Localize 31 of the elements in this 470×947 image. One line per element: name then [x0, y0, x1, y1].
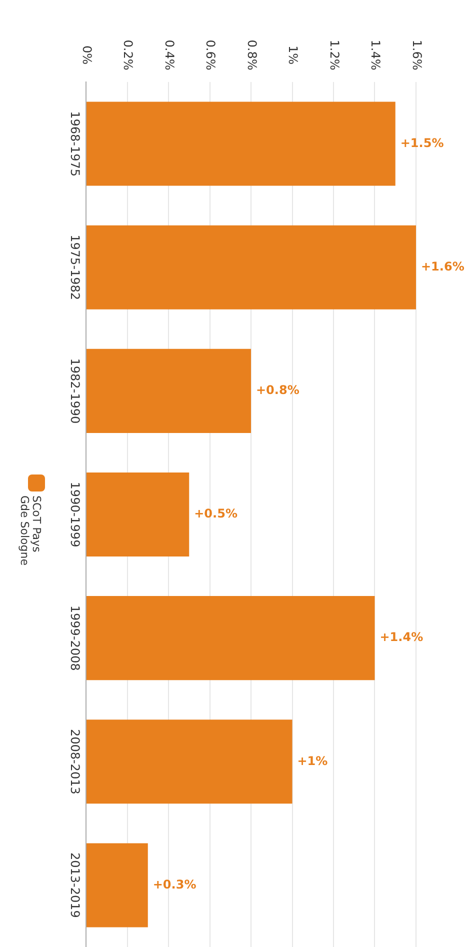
- x-tick-label: 1.4%: [368, 40, 383, 70]
- data-label: +1.6%: [421, 259, 464, 274]
- data-label: +1%: [297, 754, 328, 768]
- bar: [86, 472, 190, 557]
- x-tick-label: 1.6%: [410, 40, 424, 70]
- legend-label: SCoT Pays Gde Sologne: [18, 496, 44, 566]
- bar: [86, 102, 396, 186]
- bar: [86, 720, 292, 804]
- y-tick-label: 1982-1990: [68, 358, 82, 424]
- x-tick-label: 1.2%: [327, 40, 342, 70]
- x-tick-label: 0.4%: [162, 40, 176, 70]
- x-tick-label: 1%: [286, 45, 300, 65]
- y-tick-label: 2013-2019: [68, 852, 82, 918]
- x-tick-label: 0.2%: [121, 40, 136, 70]
- data-label: +0.5%: [194, 506, 238, 521]
- bar: [86, 843, 148, 928]
- bar: [86, 225, 416, 310]
- y-tick-label: 1990-1999: [68, 482, 82, 548]
- x-tick-label: 0.8%: [244, 40, 259, 70]
- data-label: +1.4%: [380, 630, 424, 644]
- y-tick-label: 1999-2008: [68, 605, 82, 671]
- x-tick-label: 0.6%: [204, 40, 218, 70]
- y-tick-label: 1968-1975: [68, 111, 82, 176]
- y-tick-label: 1975-1982: [68, 234, 82, 300]
- y-tick-label: 2008-2013: [68, 728, 82, 794]
- data-label: +0.3%: [152, 877, 196, 892]
- x-tick-label: 0%: [80, 45, 94, 65]
- bar: [86, 596, 375, 680]
- data-label: +0.8%: [256, 383, 300, 398]
- data-label: +1.5%: [400, 136, 444, 150]
- bar: [86, 348, 251, 433]
